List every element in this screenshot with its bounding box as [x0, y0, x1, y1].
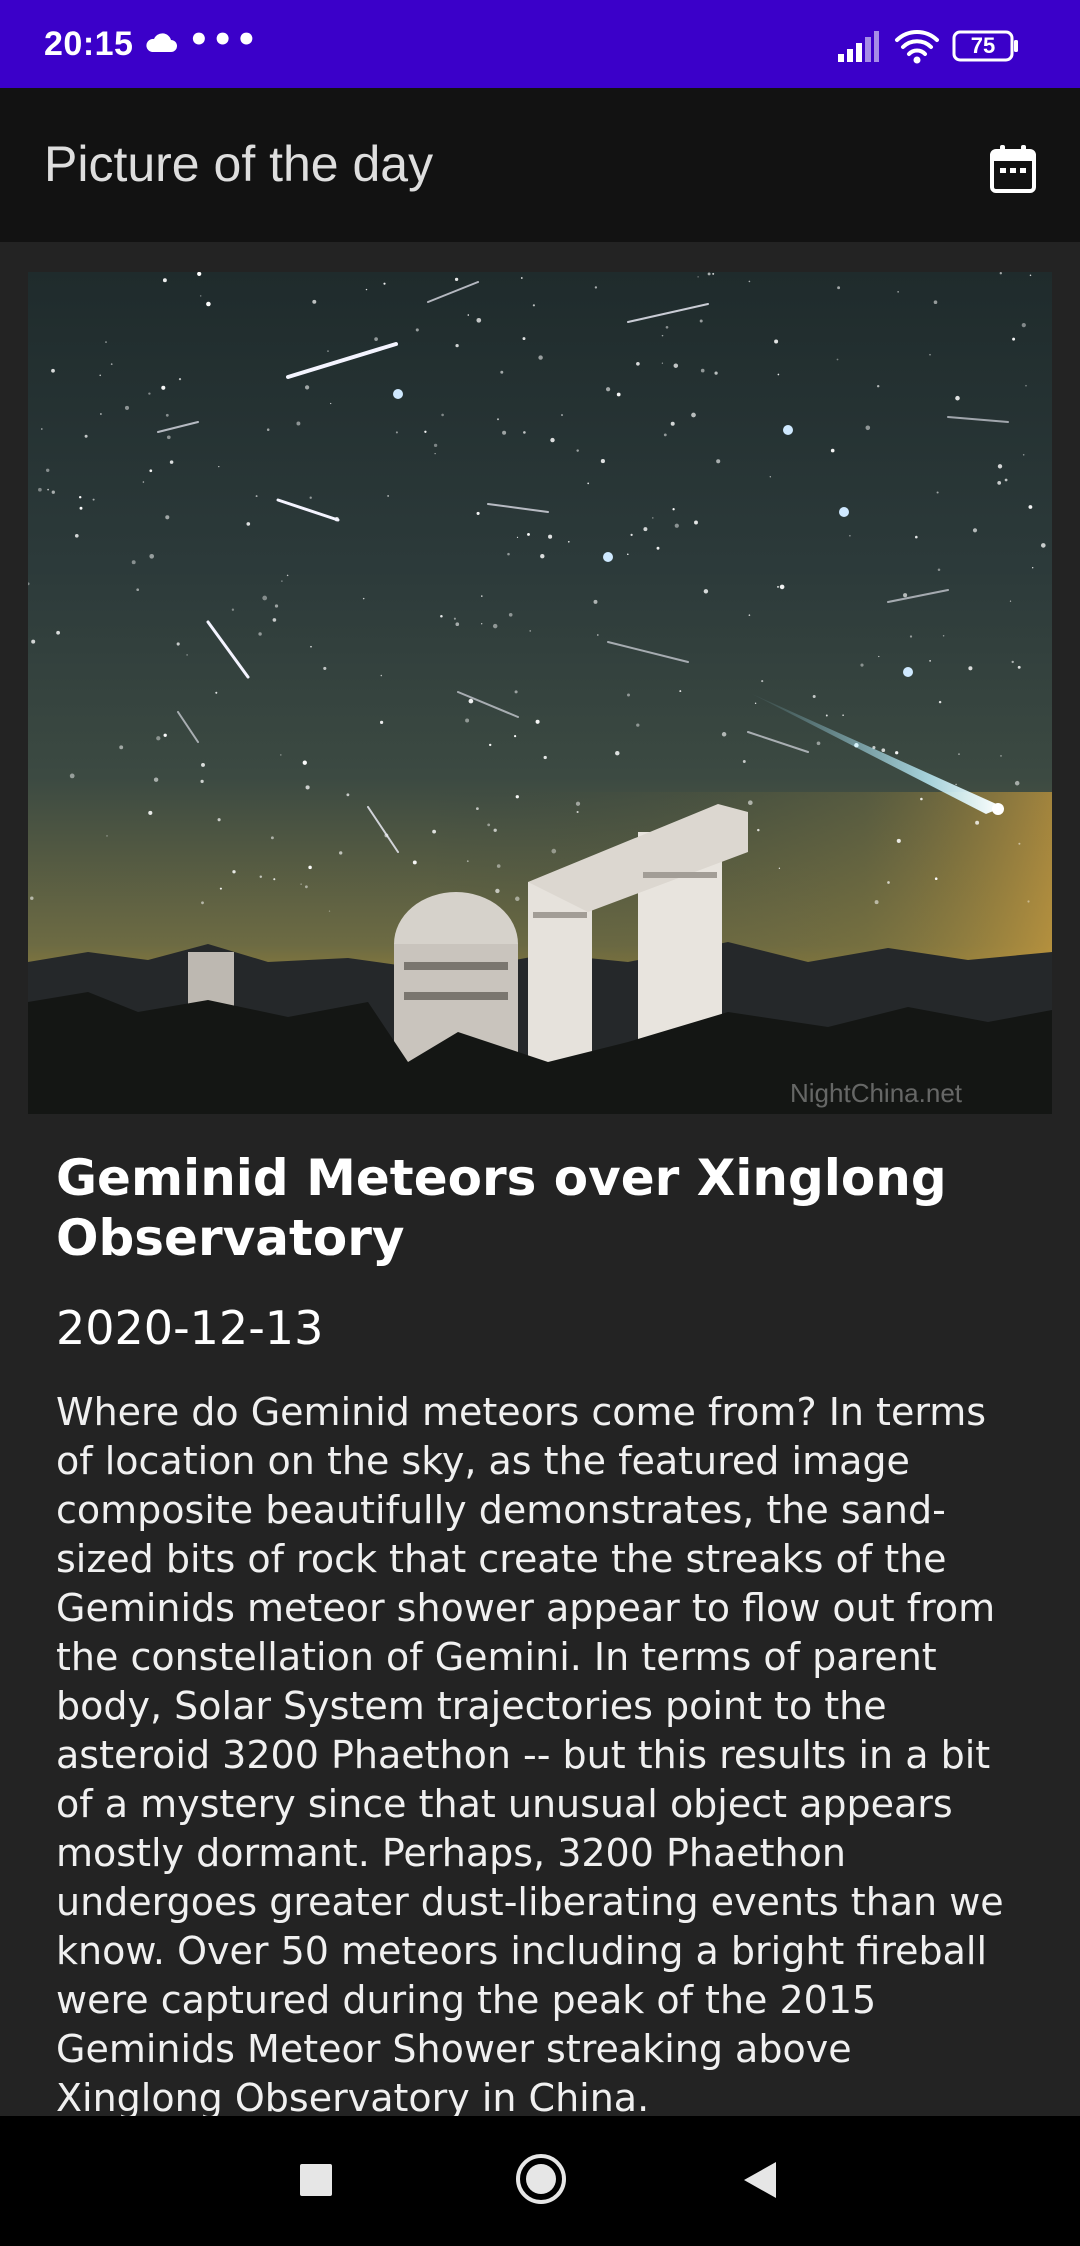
battery-level: 75 [970, 33, 996, 58]
back-icon[interactable] [742, 2160, 778, 2200]
cloud-icon [146, 33, 177, 52]
recents-icon[interactable] [298, 2162, 334, 2198]
wifi-icon [895, 30, 939, 64]
status-overflow-dots: ••• [188, 20, 260, 60]
apod-date: 2020-12-13 [56, 1301, 324, 1355]
navigation-bar [0, 2116, 1080, 2246]
home-icon[interactable] [514, 2152, 568, 2206]
status-time: 20:15 [44, 25, 134, 63]
signal-icon [838, 31, 879, 62]
page-title: Picture of the day [44, 136, 434, 192]
battery-icon: 75 [952, 30, 1020, 62]
apod-image: NightChina.net [28, 272, 1052, 1114]
status-bar: 20:15 ••• 75 [0, 0, 1080, 88]
app-bar: Picture of the day [0, 88, 1080, 242]
content-scroll[interactable]: NightChina.net Geminid Meteors over Xing… [0, 242, 1080, 2116]
calendar-icon[interactable] [986, 142, 1040, 196]
image-watermark: NightChina.net [790, 1078, 963, 1108]
apod-title: Geminid Meteors over Xinglong Observator… [56, 1149, 947, 1267]
apod-explanation: Where do Geminid meteors come from? In t… [56, 1390, 1004, 2116]
